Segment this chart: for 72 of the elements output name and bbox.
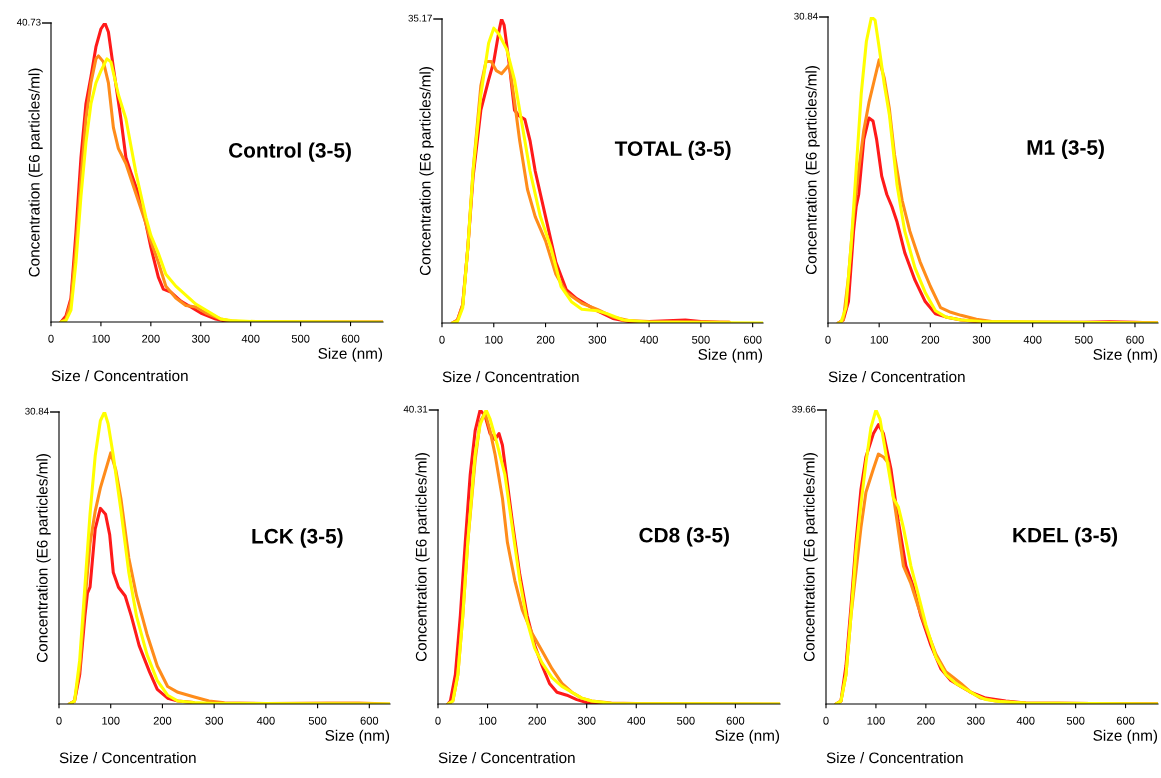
text: 39.66 [792, 405, 816, 413]
x-tick-label: 300 [588, 335, 607, 344]
x-tick-label: 100 [102, 716, 120, 725]
x-tick-label: 100 [870, 335, 888, 344]
x-tick-label: 200 [536, 335, 555, 344]
x-tick-label: 100 [479, 716, 497, 725]
text: Size / Concentration [51, 370, 188, 382]
x-axis-title: Size (nm) [1093, 729, 1158, 744]
x-tick-label: 500 [692, 335, 710, 344]
x-tick-label: 400 [256, 716, 275, 725]
x-tick-label: 200 [142, 334, 160, 343]
text: 30.84 [25, 407, 49, 415]
x-tick-label: 300 [972, 335, 991, 344]
x-tick-label: 100 [92, 334, 110, 343]
x-tick-label: 0 [823, 716, 829, 725]
x-tick-label: 400 [640, 335, 658, 344]
text: 40.73 [16, 18, 41, 26]
x-tick-label: 0 [825, 335, 831, 344]
x-tick-label: 400 [1023, 335, 1042, 344]
x-tick-label: 100 [485, 335, 503, 344]
text: 40.31 [403, 405, 428, 413]
y-axis-title: Concentration (E6 particles/ml) [803, 453, 818, 662]
x-tick-label: 300 [577, 716, 596, 725]
text: Size / Concentration [59, 752, 196, 764]
x-tick-label: 200 [921, 335, 940, 344]
x-tick-label: 400 [627, 716, 646, 725]
y-axis-title: Concentration (E6 particles/ml) [419, 67, 434, 276]
x-tick-label: 200 [917, 716, 935, 725]
x-tick-label: 600 [341, 334, 360, 343]
text: TOTAL (3-5) [614, 140, 731, 161]
x-tick-label: 0 [56, 716, 62, 725]
x-tick-label: 600 [1116, 716, 1135, 725]
x-axis-title: Size (nm) [1093, 348, 1158, 363]
text: Control (3-5) [228, 142, 351, 162]
x-tick-label: 200 [528, 716, 546, 725]
x-tick-label: 500 [291, 334, 310, 343]
x-tick-label: 500 [1066, 716, 1085, 725]
x-axis-title: Size (nm) [325, 729, 390, 744]
x-tick-label: 300 [191, 334, 210, 343]
x-tick-label: 600 [1126, 335, 1144, 344]
x-tick-label: 600 [743, 335, 762, 344]
text: Size / Concentration [442, 371, 579, 383]
text: M1 (3-5) [1027, 139, 1104, 160]
text: Size / Concentration [438, 752, 575, 764]
text: 30.84 [794, 12, 818, 20]
text: 35.17 [408, 14, 432, 22]
x-tick-label: 300 [205, 716, 223, 725]
x-axis-title: Size (nm) [318, 347, 383, 362]
x-tick-label: 400 [1016, 716, 1035, 725]
x-tick-label: 500 [1074, 335, 1093, 344]
y-axis-title: Concentration (E6 particles/ml) [415, 453, 430, 662]
x-tick-label: 600 [360, 716, 379, 725]
x-tick-label: 0 [48, 334, 54, 343]
y-axis-title: Concentration (E6 particles/ml) [28, 68, 43, 277]
x-tick-label: 200 [153, 716, 172, 725]
x-tick-label: 0 [439, 335, 445, 344]
x-tick-label: 300 [966, 716, 985, 725]
text: LCK (3-5) [252, 528, 343, 548]
x-axis-title: Size (nm) [715, 729, 780, 744]
x-tick-label: 500 [308, 716, 327, 725]
text: Size / Concentration [828, 371, 965, 383]
y-axis-title: Concentration (E6 particles/ml) [805, 66, 820, 275]
x-tick-label: 400 [241, 334, 260, 343]
text: CD8 (3-5) [639, 527, 729, 547]
x-tick-label: 0 [435, 716, 441, 725]
x-tick-label: 600 [726, 716, 745, 725]
x-tick-label: 100 [867, 716, 885, 725]
text: Size / Concentration [826, 752, 963, 764]
x-axis-title: Size (nm) [698, 348, 763, 363]
x-tick-label: 500 [677, 716, 695, 725]
text: KDEL (3-5) [1013, 527, 1118, 547]
y-axis-title: Concentration (E6 particles/ml) [36, 454, 51, 663]
